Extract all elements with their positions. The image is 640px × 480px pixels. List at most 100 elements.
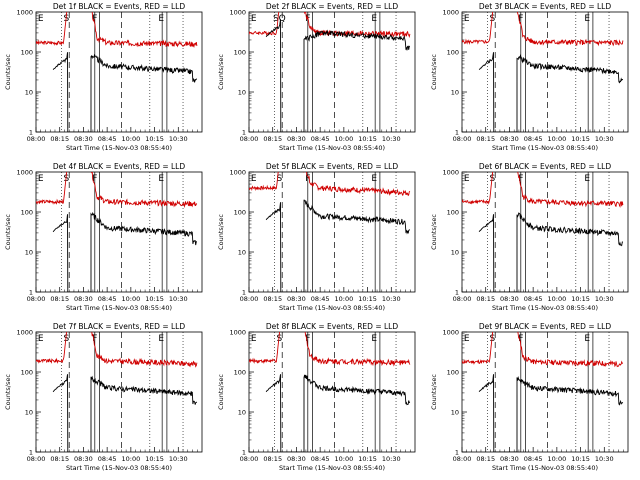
y-axis-label: Counts/sec [217, 214, 225, 250]
events-series-line [478, 212, 624, 292]
x-tick-label: 08:00 [240, 135, 259, 143]
marker-letter: S [276, 174, 282, 184]
x-tick-label: 08:30 [74, 455, 93, 463]
y-tick-label: 10 [25, 249, 33, 257]
marker-letter: F [92, 174, 97, 184]
marker-letter: E [584, 334, 590, 344]
marker-letter: F [518, 174, 523, 184]
x-tick-label: 08:45 [524, 295, 543, 303]
marker-letter: S [489, 174, 495, 184]
y-tick-label: 100 [21, 369, 33, 377]
marker-letter: E [464, 174, 470, 184]
marker-letter: E [158, 174, 164, 184]
lld-series-line [462, 172, 624, 208]
x-tick-label: 10:15 [145, 295, 164, 303]
x-tick-label: 08:15 [50, 455, 69, 463]
y-tick-label: 10 [238, 409, 246, 417]
x-tick-label: 08:45 [311, 295, 330, 303]
marker-letter: E [158, 14, 164, 24]
x-tick-label: 10:00 [334, 135, 353, 143]
x-axis-label: Start Time (15-Nov-03 08:55:40) [492, 464, 598, 472]
x-tick-label: 08:45 [98, 455, 117, 463]
marker-letter: E [251, 14, 257, 24]
x-tick-label: 08:30 [500, 135, 519, 143]
marker-letter: E [38, 174, 44, 184]
events-series-line [52, 374, 198, 452]
x-tick-label: 10:30 [169, 455, 188, 463]
panel-title: Det 1f BLACK = Events, RED = LLD [53, 2, 186, 11]
panel-title: Det 2f BLACK = Events, RED = LLD [266, 2, 399, 11]
marker-letter: S [489, 334, 495, 344]
marker-letter: E [464, 334, 470, 344]
series-group [36, 332, 198, 452]
y-tick-label: 1 [29, 289, 33, 297]
marker-letter: E [158, 334, 164, 344]
marker-letter: F [305, 334, 310, 344]
x-tick-label: 10:30 [595, 295, 614, 303]
y-tick-label: 1 [29, 449, 33, 457]
x-tick-label: 08:15 [50, 295, 69, 303]
plot-frame [248, 171, 416, 293]
plot-frame [248, 331, 416, 453]
y-tick-label: 1000 [229, 9, 246, 17]
y-tick-label: 100 [447, 369, 459, 377]
y-axis-label: Counts/sec [4, 374, 12, 410]
x-tick-label: 08:15 [476, 455, 495, 463]
x-tick-label: 08:15 [263, 135, 282, 143]
lld-series-line [249, 172, 411, 197]
x-tick-label: 10:00 [121, 295, 140, 303]
x-tick-label: 10:15 [145, 455, 164, 463]
marker-letter: E [584, 174, 590, 184]
y-tick-label: 1000 [442, 169, 459, 177]
y-tick-label: 1000 [229, 169, 246, 177]
chart-panel-4: Det 4f BLACK = Events, RED = LLD 1 10 100 10… [4, 162, 203, 312]
x-tick-label: 08:45 [98, 135, 117, 143]
events-series-line [52, 52, 197, 132]
x-tick-label: 08:00 [27, 295, 46, 303]
x-tick-label: 10:00 [334, 455, 353, 463]
series-group [36, 12, 198, 132]
panel-title: Det 3f BLACK = Events, RED = LLD [479, 2, 612, 11]
x-tick-label: 10:15 [145, 135, 164, 143]
plot-frame [461, 171, 629, 293]
y-tick-label: 10 [451, 409, 459, 417]
y-tick-label: 100 [234, 369, 246, 377]
marker-letter: E [251, 174, 257, 184]
x-tick-label: 08:30 [500, 455, 519, 463]
marker-letter: E [38, 14, 44, 24]
panel-title: Det 8f BLACK = Events, RED = LLD [266, 322, 399, 331]
marker-letter: F [518, 334, 523, 344]
x-tick-label: 08:00 [27, 455, 46, 463]
y-tick-label: 100 [21, 209, 33, 217]
y-tick-label: 10 [25, 409, 33, 417]
lld-series-line [249, 332, 411, 367]
x-tick-label: 08:15 [263, 455, 282, 463]
x-axis-label: Start Time (15-Nov-03 08:55:40) [66, 304, 172, 312]
y-tick-label: 1000 [442, 9, 459, 17]
marker-letter: S [276, 334, 282, 344]
marker-letter: E [38, 334, 44, 344]
plot-frame [248, 11, 416, 133]
lld-series-line [36, 332, 198, 368]
x-tick-label: 10:15 [571, 455, 590, 463]
y-tick-label: 10 [25, 89, 33, 97]
x-axis-label: Start Time (15-Nov-03 08:55:40) [66, 144, 172, 152]
y-tick-label: 10 [451, 249, 459, 257]
chart-panel-1: Det 1f BLACK = Events, RED = LLD 1 10 100 10… [4, 2, 203, 152]
x-tick-label: 10:30 [169, 135, 188, 143]
x-tick-label: 08:30 [287, 455, 306, 463]
x-tick-label: 10:30 [382, 135, 401, 143]
panel-title: Det 7f BLACK = Events, RED = LLD [53, 322, 186, 331]
x-tick-label: 10:30 [382, 295, 401, 303]
x-tick-label: 08:15 [50, 135, 69, 143]
x-axis-label: Start Time (15-Nov-03 08:55:40) [66, 464, 172, 472]
y-tick-label: 100 [21, 49, 33, 57]
y-axis-label: Counts/sec [430, 54, 438, 90]
y-tick-label: 1 [455, 289, 459, 297]
x-tick-label: 10:00 [547, 295, 566, 303]
x-tick-label: 08:15 [476, 295, 495, 303]
y-axis-label: Counts/sec [4, 54, 12, 90]
x-tick-label: 08:45 [98, 295, 117, 303]
x-tick-label: 08:30 [74, 135, 93, 143]
plot-frame [35, 11, 203, 133]
